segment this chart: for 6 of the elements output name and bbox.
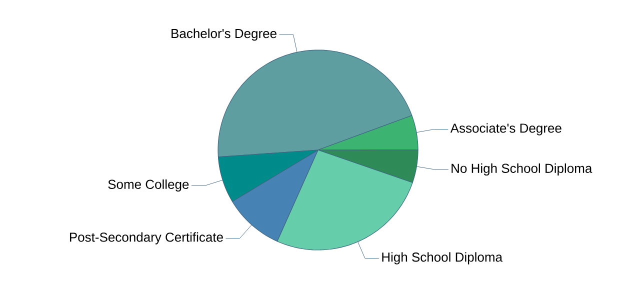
- slice-label: High School Diploma: [382, 252, 502, 264]
- slice-label: Some College: [108, 179, 189, 192]
- slice-label: Bachelor's Degree: [172, 28, 276, 41]
- slice-label: Post-Secondary Certificate: [70, 232, 223, 244]
- slice-label: Associate's Degree: [450, 123, 562, 136]
- slice-label: No High School Diploma: [452, 163, 592, 176]
